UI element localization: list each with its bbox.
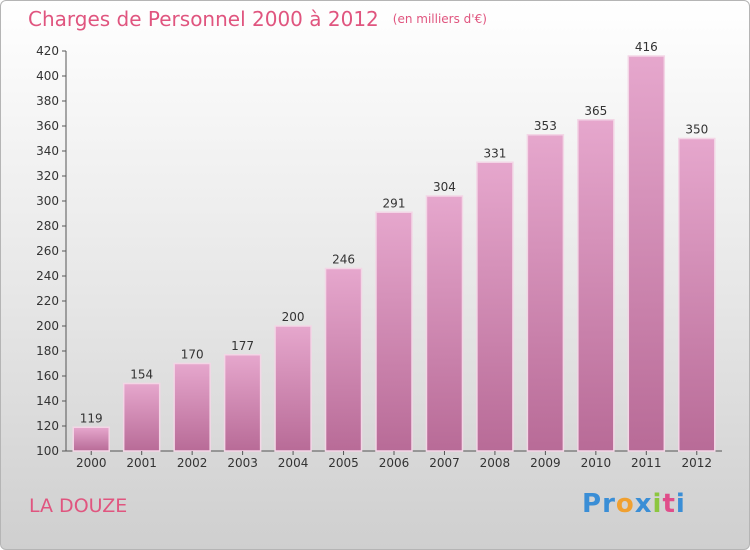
x-tick-label: 2008 [480, 456, 511, 470]
y-tick-label: 180 [36, 344, 59, 358]
y-tick-label: 400 [36, 69, 59, 83]
y-tick-label: 100 [36, 444, 59, 458]
bar [476, 161, 514, 452]
x-tick-label: 2011 [631, 456, 662, 470]
logo-letter: i [675, 489, 686, 519]
bar [375, 211, 413, 452]
y-tick-label: 420 [36, 44, 59, 58]
bar [577, 119, 615, 452]
y-tick-label: 220 [36, 294, 59, 308]
y-tick-label: 160 [36, 369, 59, 383]
logo-letter: x [634, 489, 653, 519]
chart-title: Charges de Personnel 2000 à 2012 (en mill… [28, 7, 487, 31]
bar-value-label: 119 [80, 411, 103, 425]
bar [627, 55, 666, 452]
bar [173, 362, 211, 452]
x-tick-label: 2009 [530, 456, 561, 470]
y-tick-label: 200 [36, 319, 59, 333]
y-tick-label: 320 [36, 169, 59, 183]
bar [324, 267, 363, 452]
bar [425, 195, 464, 452]
chart-unit: (en milliers d'€) [392, 12, 487, 26]
y-tick-label: 380 [36, 94, 59, 108]
proxiti-logo[interactable]: Proxiti [582, 489, 686, 519]
y-tick-label: 340 [36, 144, 59, 158]
x-tick-label: 2000 [76, 456, 107, 470]
x-tick-label: 2005 [328, 456, 359, 470]
bar [72, 426, 110, 452]
bar-value-label: 246 [332, 253, 355, 267]
x-tick-label: 2003 [227, 456, 258, 470]
logo-letter: r [602, 489, 616, 519]
bar-value-label: 291 [383, 196, 406, 210]
place-name: LA DOUZE [29, 495, 128, 517]
bar-value-label: 331 [483, 146, 506, 160]
bar [274, 325, 312, 452]
chart-title-text: Charges de Personnel 2000 à 2012 [28, 7, 379, 31]
y-tick-label: 260 [36, 244, 59, 258]
y-tick-label: 300 [36, 194, 59, 208]
bar-value-label: 416 [635, 40, 658, 54]
x-tick-label: 2010 [581, 456, 612, 470]
x-tick-label: 2002 [177, 456, 208, 470]
bar-value-label: 350 [685, 123, 708, 137]
y-tick-label: 240 [36, 269, 59, 283]
x-tick-label: 2006 [379, 456, 410, 470]
bar-value-label: 304 [433, 180, 456, 194]
y-tick-label: 140 [36, 394, 59, 408]
bar [223, 354, 262, 452]
logo-letter: t [662, 489, 676, 519]
logo-letter: o [615, 489, 635, 519]
bar-value-label: 353 [534, 119, 557, 133]
bar-value-label: 365 [584, 104, 607, 118]
bar-value-label: 177 [231, 339, 254, 353]
bar [678, 137, 716, 452]
bar-value-label: 154 [130, 368, 153, 382]
bar-value-label: 200 [282, 310, 305, 324]
y-tick-label: 120 [36, 419, 59, 433]
logo-letter: P [582, 489, 603, 519]
bar-value-label: 170 [181, 348, 204, 362]
x-tick-label: 2004 [278, 456, 309, 470]
x-tick-label: 2007 [429, 456, 460, 470]
x-tick-label: 2001 [126, 456, 157, 470]
y-tick-label: 280 [36, 219, 59, 233]
x-tick-label: 2012 [681, 456, 712, 470]
bar [122, 382, 161, 452]
logo-letter: i [652, 489, 663, 519]
bar [526, 134, 565, 452]
y-tick-label: 360 [36, 119, 59, 133]
